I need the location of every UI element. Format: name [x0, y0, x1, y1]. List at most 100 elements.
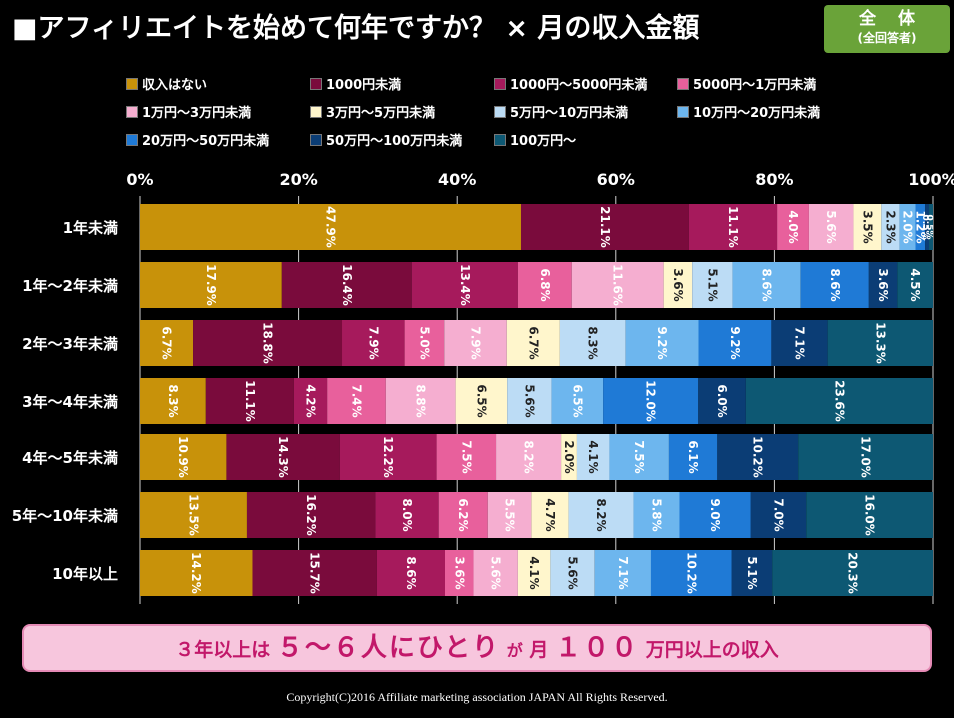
- category-label: 5年～10年未満: [12, 507, 118, 525]
- data-label: 10.9%: [176, 436, 190, 478]
- data-label: 7.0%: [772, 498, 786, 531]
- legend-label: 1万円～3万円未満: [142, 106, 252, 121]
- bar-segment: [800, 262, 869, 308]
- bar-segment: [411, 262, 518, 308]
- legend-swatch: [310, 134, 322, 146]
- bar-segment: [473, 550, 518, 596]
- bar-segment: [455, 378, 508, 424]
- data-label: 6.8%: [538, 268, 552, 301]
- bar-segment: [375, 492, 439, 538]
- data-label: 0.5%: [920, 215, 930, 240]
- data-label: 5.1%: [705, 268, 719, 301]
- bar-segment: [140, 204, 521, 250]
- data-label: 3.6%: [452, 556, 466, 589]
- data-label: 6.5%: [570, 384, 584, 417]
- bar-segment: [568, 492, 634, 538]
- data-label: 7.1%: [616, 556, 630, 589]
- legend-swatch: [494, 134, 506, 146]
- data-label: 17.9%: [204, 264, 218, 306]
- summary-note: ３年以上は ５～６人にひとり が 月 １００ 万円以上の収入: [22, 624, 932, 672]
- data-label: 5.5%: [503, 498, 517, 531]
- data-label: 9.2%: [728, 326, 742, 359]
- bar-segment: [717, 434, 799, 480]
- bar-segment: [881, 204, 900, 250]
- data-label: 16.4%: [340, 264, 354, 306]
- bar-segment: [663, 262, 693, 308]
- data-label: 8.3%: [586, 326, 600, 359]
- legend-item: 50万円～100万円未満: [310, 134, 462, 150]
- category-label: 3年～4年未満: [22, 393, 118, 411]
- data-label: 12.2%: [381, 436, 395, 478]
- data-label: 2.3%: [883, 210, 897, 243]
- x-tick-label: 60%: [597, 170, 635, 189]
- data-label: 16.0%: [863, 494, 877, 536]
- legend-swatch: [126, 134, 138, 146]
- bar-segment: [436, 434, 497, 480]
- stacked-bar-chart: 0% 20% 40% 60% 80% 100% 1年未満 1年～2年未満 2年～3年未満 3年～4…: [12, 170, 954, 604]
- data-label: 8.6%: [828, 268, 842, 301]
- x-tick-label: 80%: [755, 170, 793, 189]
- bar-segment: [827, 320, 933, 366]
- bar-segment: [897, 262, 933, 308]
- legend-label: 1000円～5000円未満: [510, 78, 648, 93]
- data-label: 8.8%: [414, 384, 428, 417]
- data-label: 10.2%: [684, 552, 698, 594]
- data-label: 5.6%: [566, 556, 580, 589]
- data-label: 3.5%: [860, 210, 874, 243]
- bar-segment: [688, 204, 778, 250]
- legend-label: 50万円～100万円未満: [326, 134, 463, 149]
- x-tick-label: 20%: [279, 170, 317, 189]
- data-label: 11.6%: [611, 264, 625, 306]
- data-label: 8.0%: [400, 498, 414, 531]
- legend-swatch: [677, 78, 689, 90]
- bar-segment: [293, 378, 328, 424]
- bar-segment: [193, 320, 343, 366]
- bar-segment: [650, 550, 732, 596]
- bar-segment: [731, 550, 773, 596]
- bar-segment: [561, 434, 577, 480]
- bar-segment: [633, 492, 680, 538]
- data-label: 10.2%: [751, 436, 765, 478]
- data-label: 13.4%: [458, 264, 472, 306]
- legend-swatch: [677, 106, 689, 118]
- bar-segment: [226, 434, 340, 480]
- data-label: 5.1%: [745, 556, 759, 589]
- legend-item: 3万円～5万円未満: [310, 106, 435, 122]
- data-label: 2.0%: [901, 210, 915, 243]
- legend-label: 5000円～1万円未満: [693, 78, 817, 93]
- bar-segment: [559, 320, 626, 366]
- data-label: 6.5%: [474, 384, 488, 417]
- data-label: 5.6%: [522, 384, 536, 417]
- legend-swatch: [126, 78, 138, 90]
- data-label: 4.5%: [908, 268, 922, 301]
- bar-segment: [609, 434, 669, 480]
- note-part-2: ５～６人にひとり: [276, 633, 501, 663]
- data-label: 6.2%: [456, 498, 470, 531]
- legend-swatch: [494, 78, 506, 90]
- bar-segment: [404, 320, 445, 366]
- legend-swatch: [310, 106, 322, 118]
- note-part-4: 月: [529, 639, 549, 661]
- bar-segment: [445, 550, 474, 596]
- data-label: 8.6%: [760, 268, 774, 301]
- data-label: 7.9%: [366, 326, 380, 359]
- bar-segment: [698, 320, 772, 366]
- legend-label: 収入はない: [142, 78, 208, 93]
- bar-segment: [925, 204, 930, 250]
- data-label: 5.6%: [489, 556, 503, 589]
- bar-segment: [487, 492, 532, 538]
- bar-segment: [531, 492, 569, 538]
- bar-segment: [281, 262, 412, 308]
- data-label: 5.8%: [650, 498, 664, 531]
- legend-swatch: [310, 78, 322, 90]
- data-label: 12.0%: [644, 380, 658, 422]
- data-label: 11.1%: [243, 380, 257, 422]
- legend-item: 100万円～: [494, 134, 576, 150]
- data-label: 8.3%: [166, 384, 180, 417]
- bar-segment: [252, 550, 377, 596]
- bar-segment: [140, 320, 194, 366]
- legend-label: 100万円～: [510, 134, 577, 149]
- data-label: 4.1%: [527, 556, 541, 589]
- legend-label: 1000円未満: [326, 78, 402, 93]
- x-tick-label: 100%: [908, 170, 954, 189]
